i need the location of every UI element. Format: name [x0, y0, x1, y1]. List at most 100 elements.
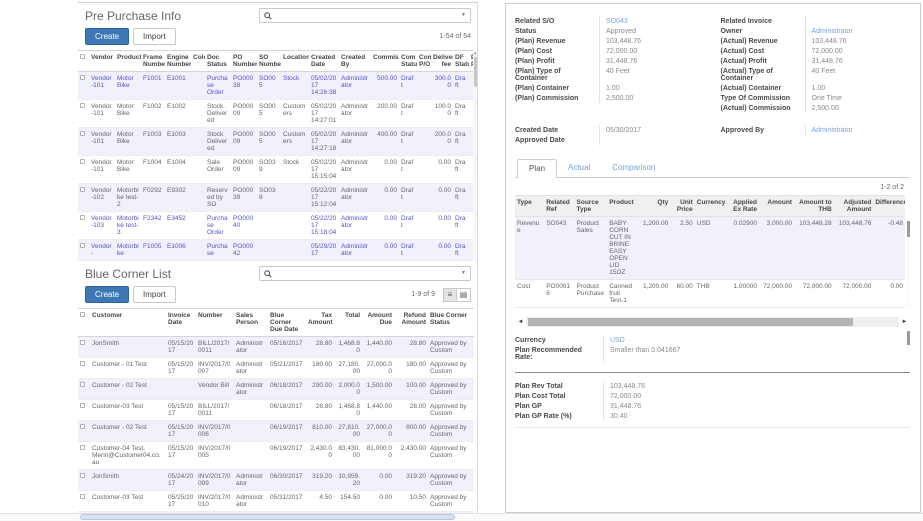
table-row[interactable]: Vendor-101 Motor Bike F1002 E1002 Stock … [78, 99, 477, 128]
table-row[interactable]: Cost PO00016 Product Purchase Canned fru… [515, 279, 905, 308]
create-button[interactable]: Create [85, 286, 130, 303]
scrollbar-track[interactable] [526, 316, 899, 327]
column-header-applied-ex-rate[interactable]: Applied Ex Rate [726, 195, 759, 217]
column-header-vendor[interactable]: Vendor [89, 50, 115, 72]
column-header-type[interactable]: Type [515, 195, 545, 217]
row-checkbox[interactable] [78, 155, 89, 184]
scrollbar-thumb[interactable] [473, 57, 477, 87]
column-header-amount-due[interactable]: Amount Due [362, 308, 394, 337]
row-checkbox[interactable] [78, 211, 89, 240]
column-header-commission[interactable]: Commission [371, 50, 399, 72]
column-header-po-number[interactable]: PO Number [231, 50, 257, 72]
field-value[interactable]: SO043 [599, 16, 705, 26]
vertical-scrollbar[interactable]: ▲ [473, 50, 477, 261]
tab-plan[interactable]: Plan [517, 159, 558, 178]
table-row[interactable]: JonSmith 05/24/2017 INV/2017/0009 Admini… [78, 469, 474, 491]
scrollbar-thumb[interactable] [528, 317, 853, 326]
column-header-unit-price[interactable]: Unit Price [670, 195, 695, 217]
horizontal-scrollbar[interactable]: ◄ ► [515, 316, 910, 327]
chevron-down-icon[interactable]: ▼ [461, 12, 466, 18]
row-checkbox[interactable] [78, 99, 89, 128]
table-row[interactable]: Vendor-101 Motor Bike F1003 E1003 Stock … [78, 127, 477, 156]
column-header-doc-status[interactable]: Doc Status [205, 50, 231, 72]
row-checkbox[interactable] [78, 71, 89, 100]
row-checkbox[interactable] [78, 336, 90, 358]
table-row[interactable]: Customer - 02 Test 05/15/2017 INV/2017/0… [78, 420, 474, 442]
vertical-scrollbar[interactable] [907, 219, 910, 345]
column-header-amount[interactable]: Amount [758, 195, 794, 217]
column-header-color[interactable]: Color [191, 50, 205, 72]
table-row[interactable]: Revenue SO043 Product Sales BABY CORN CU… [515, 216, 905, 280]
column-header-qty[interactable]: Qty [637, 195, 671, 217]
pre-purchase-search[interactable]: ▼ [259, 8, 471, 23]
table-row[interactable]: Vendor- Motorbike F1005 E1006 Purchase P… [78, 239, 477, 261]
field-value[interactable]: USD [603, 335, 910, 345]
create-button[interactable]: Create [85, 28, 130, 45]
column-header-blue-corner-status[interactable]: Blue Corner Status [428, 308, 474, 337]
list-view-icon[interactable]: ≡ [443, 287, 457, 302]
row-checkbox[interactable] [78, 511, 90, 513]
table-row[interactable]: Customer - 01 Test 05/15/2017 INV/2017/0… [78, 357, 474, 379]
table-row[interactable]: Customer-04 Test, Merin@Customer04.co.au… [78, 441, 474, 470]
scrollbar-thumb[interactable] [907, 331, 910, 345]
table-row[interactable]: Vendor-102 Motorbike test-2 F0292 E9302 … [78, 183, 477, 212]
column-header-so-number[interactable]: SO Number [257, 50, 281, 72]
table-row[interactable]: JonSmith 05/15/2017 BILL/2017/0011 Admin… [78, 336, 474, 358]
table-row[interactable]: Vendor-103 Motorbike test-3 F2342 E3452 … [78, 211, 477, 240]
scroll-up-icon[interactable]: ▲ [473, 50, 477, 55]
search-input[interactable] [275, 9, 459, 22]
chevron-down-icon[interactable]: ▼ [461, 270, 466, 276]
column-header-sales-person[interactable]: Sales Person [234, 308, 268, 337]
row-checkbox[interactable] [78, 490, 90, 512]
search-input[interactable] [275, 267, 459, 280]
table-row[interactable]: JonSmith 05/19/2017 INV/2017/0008 Admini… [78, 511, 474, 513]
column-header-source-type[interactable]: Source Type [574, 195, 608, 217]
column-header-frame-number[interactable]: Frame Number [141, 50, 165, 72]
select-all-checkbox[interactable] [78, 308, 90, 337]
scroll-left-icon[interactable]: ◄ [515, 316, 526, 327]
column-header-invoice-date[interactable]: Invoice Date [166, 308, 196, 337]
column-header-customer[interactable]: Customer [90, 308, 166, 337]
column-header-product[interactable]: Product [607, 195, 638, 217]
row-checkbox[interactable] [78, 399, 90, 421]
table-row[interactable]: Customer - 02 Test Vendor Bill Administr… [78, 378, 474, 400]
column-header-engine-number[interactable]: Engine Number [165, 50, 191, 72]
tab-actual[interactable]: Actual [568, 163, 591, 172]
column-header-delivery-fee[interactable]: Delivery fee [431, 50, 453, 72]
select-all-checkbox[interactable] [78, 50, 89, 72]
row-checkbox[interactable] [78, 357, 90, 379]
column-header-related-ref[interactable]: Related Ref [544, 195, 575, 217]
column-header-currency[interactable]: Currency [694, 195, 727, 217]
scrollbar-thumb[interactable] [907, 221, 910, 237]
row-checkbox[interactable] [78, 127, 89, 156]
detail-table-pager[interactable]: 1-2 of 2 [880, 184, 904, 191]
form-view-icon[interactable]: ▤ [457, 287, 471, 302]
field-value[interactable]: Administrator [804, 125, 911, 135]
import-button[interactable]: Import [133, 286, 176, 303]
row-checkbox[interactable] [78, 469, 90, 491]
blue-corner-pager[interactable]: 1-9 of 9 [411, 291, 435, 298]
blue-corner-search[interactable]: ▼ [259, 266, 471, 281]
table-row[interactable]: Vendor-101 Motor Bike F1001 E1001 Purcha… [78, 71, 477, 100]
column-header-adjusted-amount[interactable]: Adjusted Amount [833, 195, 874, 217]
table-row[interactable]: Customer-03 Test 05/25/2017 INV/2017/001… [78, 490, 474, 512]
column-header-com-po[interactable]: Com P/O [417, 50, 431, 72]
column-header-product[interactable]: Product [115, 50, 141, 72]
column-header-number[interactable]: Number [196, 308, 234, 337]
column-header-total[interactable]: Total [334, 308, 362, 337]
column-header-location[interactable]: Location [281, 50, 309, 72]
column-header-com-status[interactable]: Com Status [399, 50, 417, 72]
column-header-df-status[interactable]: DF Status [453, 50, 469, 72]
table-row[interactable]: Customer-03 Test 05/15/2017 BILL/2017/00… [78, 399, 474, 421]
row-checkbox[interactable] [78, 239, 89, 261]
column-header-created-by[interactable]: Created By [339, 50, 371, 72]
field-value[interactable]: Administrator [804, 26, 911, 36]
table-row[interactable]: Vendor-101 Motor Bike F1004 E1004 Sale O… [78, 155, 477, 184]
row-checkbox[interactable] [78, 420, 90, 442]
column-header-created-date[interactable]: Created Date [309, 50, 339, 72]
import-button[interactable]: Import [133, 28, 176, 45]
column-header-refund-amount[interactable]: Refund Amount [394, 308, 428, 337]
tab-comparison[interactable]: Comparison [612, 163, 656, 172]
column-header-amount-to-thb[interactable]: Amount to THB [793, 195, 834, 217]
horizontal-scrollbar-thumb[interactable] [80, 514, 455, 520]
